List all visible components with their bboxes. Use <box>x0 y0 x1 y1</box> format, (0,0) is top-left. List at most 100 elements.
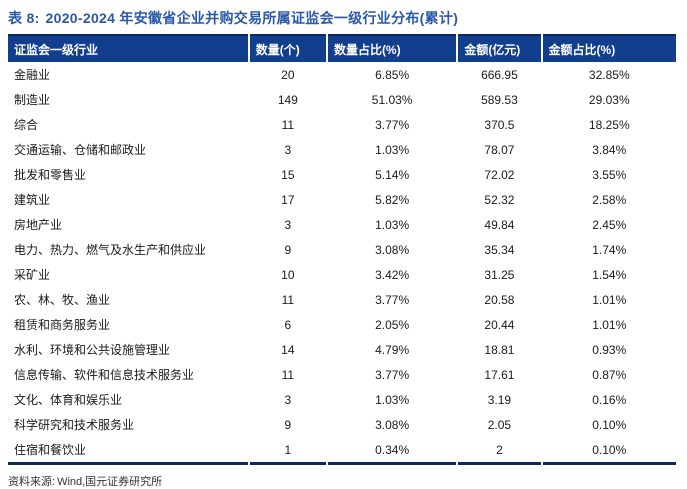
cell-amount-pct: 2.58% <box>592 192 627 207</box>
column-header-3: 金额(亿元) <box>458 34 541 62</box>
cell-count-pct: 3.42% <box>375 267 410 282</box>
cell-amount: 78.07 <box>484 142 515 157</box>
cell-amount-pct: 0.87% <box>592 367 627 382</box>
cell-amount-pct: 0.16% <box>592 392 627 407</box>
table-row: 农、林、牧、渔业 11 3.77% 20.58 1.01% <box>8 287 676 312</box>
cell-industry: 房地产业 <box>14 218 63 232</box>
cell-amount-pct: 3.84% <box>592 142 627 157</box>
source-note: 资料来源: Wind,国元证券研究所 <box>6 473 679 489</box>
industry-distribution-table: 证监会一级行业 数量(个) 数量占比(%) 金额(亿元) 金额占比(%) 金融业 20 6.… <box>6 34 678 465</box>
cell-count: 11 <box>281 117 295 132</box>
cell-amount-pct: 0.10% <box>542 437 676 465</box>
cell-amount: 49.84 <box>484 217 515 232</box>
column-header-2: 数量占比(%) <box>327 34 457 62</box>
cell-count: 17 <box>281 192 295 207</box>
table-row: 采矿业 10 3.42% 31.25 1.54% <box>8 262 676 287</box>
table-row: 水利、环境和公共设施管理业 14 4.79% 18.81 0.93% <box>8 337 676 362</box>
cell-amount: 589.53 <box>481 92 518 107</box>
cell-count: 20 <box>281 67 295 82</box>
source-label: 资料来源: <box>8 476 56 488</box>
table-row: 电力、热力、燃气及水生产和供应业 9 3.08% 35.34 1.74% <box>8 237 676 262</box>
cell-count-pct: 3.08% <box>375 417 410 432</box>
table-header-row: 证监会一级行业 数量(个) 数量占比(%) 金额(亿元) 金额占比(%) <box>8 34 676 62</box>
cell-industry: 电力、热力、燃气及水生产和供应业 <box>14 243 207 257</box>
cell-amount-pct: 1.54% <box>592 267 627 282</box>
cell-amount-pct: 18.25% <box>588 117 630 132</box>
cell-count-pct: 5.82% <box>375 192 410 207</box>
cell-amount: 3.19 <box>487 392 512 407</box>
cell-count-pct: 5.14% <box>375 167 410 182</box>
cell-industry: 住宿和餐饮业 <box>8 437 248 465</box>
cell-amount-pct: 29.03% <box>588 92 630 107</box>
cell-amount-pct: 1.01% <box>592 317 627 332</box>
table-row: 科学研究和技术服务业 9 3.08% 2.05 0.10% <box>8 412 676 437</box>
cell-industry: 金融业 <box>14 68 51 82</box>
cell-amount: 370.5 <box>484 117 515 132</box>
table-title: 表 8: 2020-2024 年安徽省企业并购交易所属证监会一级行业分布(累计) <box>6 8 679 28</box>
cell-industry: 建筑业 <box>14 193 51 207</box>
cell-count-pct: 3.77% <box>375 292 410 307</box>
cell-count: 15 <box>281 167 295 182</box>
cell-count-pct: 1.03% <box>375 217 410 232</box>
table-row: 信息传输、软件和信息技术服务业 11 3.77% 17.61 0.87% <box>8 362 676 387</box>
table-row: 制造业 149 51.03% 589.53 29.03% <box>8 87 676 112</box>
cell-amount-pct: 1.01% <box>592 292 627 307</box>
cell-count-pct: 6.85% <box>375 67 410 82</box>
cell-industry: 综合 <box>14 118 39 132</box>
cell-count: 1 <box>249 437 326 465</box>
cell-count: 11 <box>281 367 295 382</box>
table-row: 租赁和商务服务业 6 2.05% 20.44 1.01% <box>8 312 676 337</box>
table-title-text: 2020-2024 年安徽省企业并购交易所属证监会一级行业分布(累计) <box>45 10 459 26</box>
column-header-1: 数量(个) <box>249 34 326 62</box>
table-row: 住宿和餐饮业 1 0.34% 2 0.10% <box>8 437 676 465</box>
cell-amount: 52.32 <box>484 192 515 207</box>
cell-industry: 农、林、牧、渔业 <box>14 293 111 307</box>
cell-amount-pct: 3.55% <box>592 167 627 182</box>
cell-industry: 信息传输、软件和信息技术服务业 <box>14 368 195 382</box>
cell-count: 14 <box>281 342 295 357</box>
cell-count: 6 <box>284 317 292 332</box>
cell-amount-pct: 32.85% <box>588 67 630 82</box>
cell-count-pct: 51.03% <box>371 92 413 107</box>
cell-industry: 批发和零售业 <box>14 168 87 182</box>
table-row: 文化、体育和娱乐业 3 1.03% 3.19 0.16% <box>8 387 676 412</box>
cell-amount: 17.61 <box>484 367 515 382</box>
cell-count-pct: 3.08% <box>375 242 410 257</box>
cell-industry: 采矿业 <box>14 268 51 282</box>
cell-amount: 2.05 <box>487 417 512 432</box>
cell-count-pct: 3.77% <box>375 367 410 382</box>
source-text: Wind,国元证券研究所 <box>57 476 163 488</box>
cell-industry: 租赁和商务服务业 <box>14 318 111 332</box>
cell-count-pct: 0.34% <box>327 437 457 465</box>
cell-count-pct: 1.03% <box>375 392 410 407</box>
cell-count-pct: 4.79% <box>375 342 410 357</box>
cell-count: 9 <box>284 417 292 432</box>
cell-amount-pct: 2.45% <box>592 217 627 232</box>
cell-amount: 20.44 <box>484 317 515 332</box>
cell-amount: 20.58 <box>484 292 515 307</box>
cell-amount: 35.34 <box>484 242 515 257</box>
cell-industry: 文化、体育和娱乐业 <box>14 393 123 407</box>
cell-amount: 31.25 <box>484 267 515 282</box>
cell-industry: 科学研究和技术服务业 <box>14 418 135 432</box>
table-row: 金融业 20 6.85% 666.95 32.85% <box>8 62 676 87</box>
table-body: 金融业 20 6.85% 666.95 32.85% 制造业 149 51.03% 589.53… <box>8 62 676 465</box>
cell-amount: 18.81 <box>484 342 515 357</box>
table-row: 交通运输、仓储和邮政业 3 1.03% 78.07 3.84% <box>8 137 676 162</box>
cell-count: 9 <box>284 242 292 257</box>
cell-amount: 72.02 <box>484 167 515 182</box>
cell-count: 11 <box>281 292 295 307</box>
cell-industry: 交通运输、仓储和邮政业 <box>14 143 147 157</box>
table-row: 批发和零售业 15 5.14% 72.02 3.55% <box>8 162 676 187</box>
cell-count-pct: 2.05% <box>375 317 410 332</box>
cell-count-pct: 3.77% <box>375 117 410 132</box>
cell-amount: 2 <box>458 437 541 465</box>
cell-amount: 666.95 <box>481 67 518 82</box>
table-row: 建筑业 17 5.82% 52.32 2.58% <box>8 187 676 212</box>
cell-industry: 水利、环境和公共设施管理业 <box>14 343 171 357</box>
cell-count: 10 <box>281 267 295 282</box>
cell-count: 3 <box>284 392 292 407</box>
cell-amount-pct: 1.74% <box>592 242 627 257</box>
table-title-prefix: 表 8: <box>8 10 40 26</box>
